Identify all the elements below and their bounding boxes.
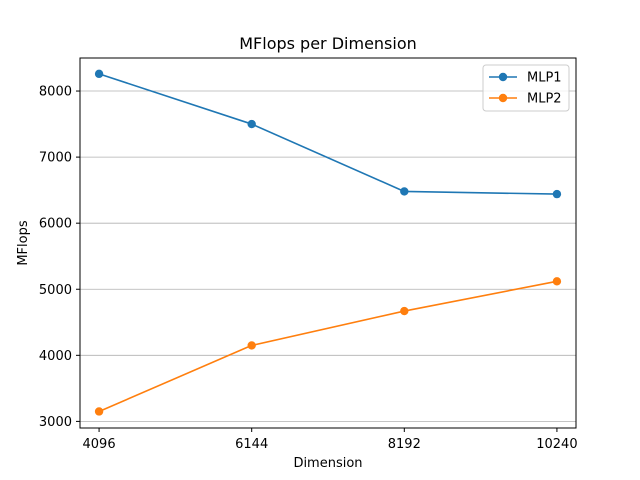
x-tick-label: 6144 <box>235 437 268 452</box>
legend: MLP1 MLP2 <box>482 64 570 112</box>
x-tick-label: 4096 <box>83 437 116 452</box>
y-tick-label: 7000 <box>39 151 72 166</box>
data-point <box>247 341 256 350</box>
series-mlp1 <box>94 69 562 199</box>
legend-item-mlp1: MLP1 <box>489 71 562 86</box>
x-tick-label: 10240 <box>536 437 577 452</box>
data-point <box>400 306 409 316</box>
data-point <box>400 187 409 196</box>
data-point <box>247 119 256 129</box>
data-point <box>94 407 104 416</box>
x-axis-label: Dimension <box>293 456 362 471</box>
x-tick-label: 8192 <box>388 437 421 452</box>
series-line <box>98 73 557 195</box>
legend-swatch-marker <box>498 72 508 82</box>
series-mlp2 <box>94 277 562 416</box>
legend-item-mlp2: MLP2 <box>489 92 562 107</box>
y-tick-label: 3000 <box>39 415 72 430</box>
y-tick-label: 4000 <box>39 349 72 364</box>
y-tick-label: 6000 <box>39 217 72 232</box>
x-axis-ticks: 4096 6144 8192 10240 <box>83 428 578 452</box>
data-point <box>552 189 562 199</box>
chart-title: MFlops per Dimension <box>239 34 417 53</box>
y-axis-label: MFlops <box>16 220 31 266</box>
legend-swatch-marker <box>498 93 508 103</box>
data-point <box>552 277 562 286</box>
data-point <box>94 69 104 79</box>
series-layer <box>94 69 562 416</box>
y-tick-label: 8000 <box>39 85 72 100</box>
plot-area-frame <box>79 57 577 429</box>
y-axis-ticks: 3000 4000 5000 6000 7000 8000 <box>39 85 80 430</box>
legend-label: MLP1 <box>527 71 562 86</box>
y-tick-label: 5000 <box>39 283 72 298</box>
legend-label: MLP2 <box>527 92 562 107</box>
series-line <box>98 280 558 413</box>
